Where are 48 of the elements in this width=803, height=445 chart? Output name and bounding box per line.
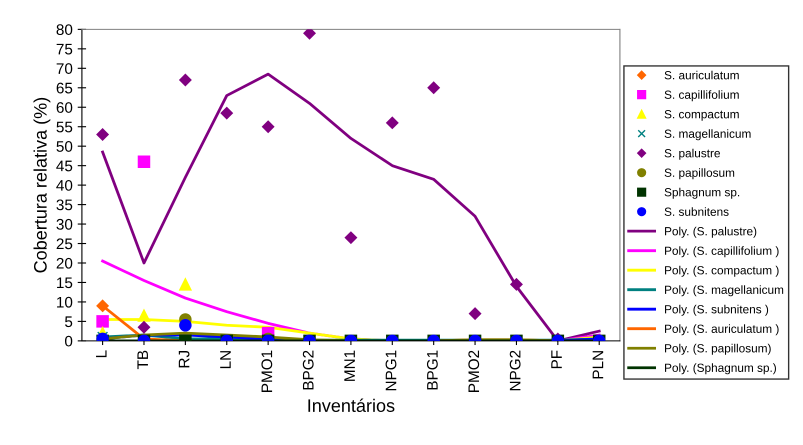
y-tick-label: 80 (56, 24, 72, 36)
x-tick-label: LN (220, 351, 231, 368)
legend-label: S. auriculatum (664, 70, 739, 80)
legend-label: Poly. (S. subnitens ) (665, 304, 768, 316)
legend-label: Poly. (S. magellanicum (665, 285, 784, 296)
x-tick-label: L (96, 350, 107, 358)
y-tick-label: 65 (56, 82, 72, 94)
x-tick-label: PLN (592, 351, 604, 378)
y-axis-title: Cobertura relativa (%) (34, 98, 50, 272)
x-tick-label: NPG1 (386, 350, 396, 390)
x-tick-label: MN1 (344, 350, 355, 381)
x-tick-label: BPG2 (302, 350, 314, 390)
x-tick-label: RJ (178, 351, 190, 368)
x-tick-label: TB (137, 350, 148, 370)
y-tick-label: 55 (56, 122, 72, 132)
legend-label: Sphagnum sp. (664, 188, 740, 199)
legend-label: S. papillosum (664, 168, 734, 180)
y-tick-label: 10 (57, 296, 72, 308)
y-tick-label: 25 (56, 238, 72, 250)
y-tick-label: 75 (56, 44, 72, 55)
legend-label: Poly. (Sphagnum sp.) (665, 363, 776, 374)
legend-label: Poly. (S. compactum ) (665, 266, 779, 277)
x-tick-label: PMO1 (261, 350, 272, 392)
x-tick-label: NPG2 (510, 350, 521, 390)
legend-label: S. compactum (664, 110, 739, 121)
y-tick-label: 50 (56, 141, 72, 152)
y-tick-label: 40 (56, 180, 72, 191)
y-tick-label: 60 (56, 102, 72, 113)
legend-label: S. subnitens (664, 207, 729, 216)
legend-label: Poly. (S. papillosum) (665, 344, 771, 355)
y-tick-label: 70 (56, 63, 72, 74)
x-tick-label: PMO2 (468, 350, 480, 392)
y-tick-label: 15 (57, 277, 72, 288)
x-tick-label: BPG1 (426, 350, 438, 390)
legend-label: Poly. (S. capillifolium ) (665, 246, 779, 258)
y-tick-label: 20 (56, 258, 72, 269)
legend-label: S. magellanicum (664, 129, 751, 140)
y-tick-label: 5 (64, 316, 72, 328)
legend-label: Poly. (S. auriculatum ) (665, 324, 779, 336)
y-tick-label: 30 (56, 218, 72, 230)
y-tick-label: 45 (56, 160, 72, 172)
y-tick-label: 35 (56, 199, 72, 210)
x-axis-title: Inventários (308, 398, 394, 412)
y-tick-label: 0 (64, 336, 72, 347)
legend-label: S. palustre (664, 148, 720, 160)
legend-label: Poly. (S. palustre) (665, 226, 756, 238)
legend-label: S. capillifolium (664, 90, 739, 102)
x-tick-label: PF (551, 350, 562, 368)
